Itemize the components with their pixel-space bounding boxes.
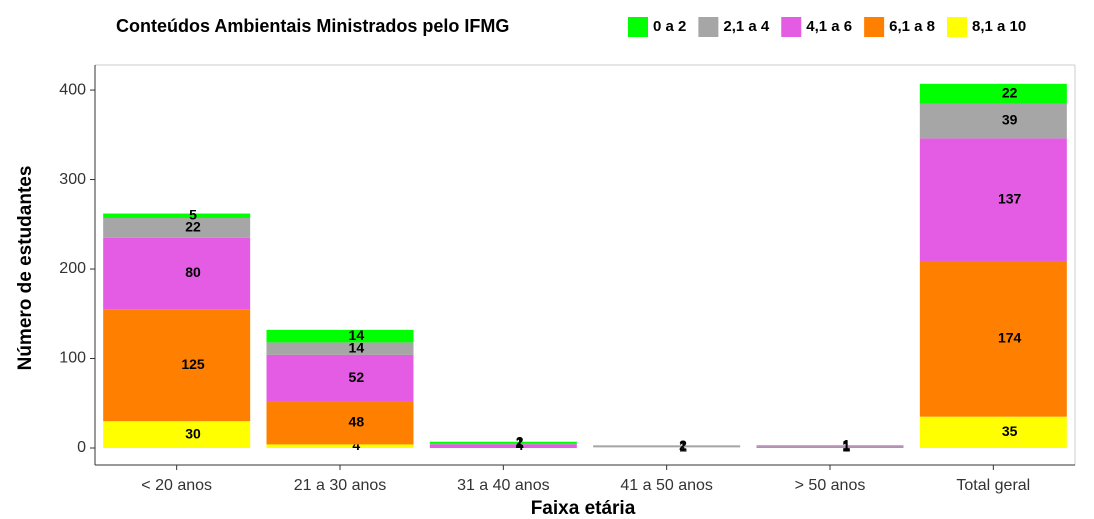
data-label: 1 (842, 436, 850, 452)
data-label: 22 (185, 219, 201, 235)
x-tick-label: 31 a 40 anos (457, 477, 550, 494)
legend-label: 6,1 a 8 (889, 18, 935, 35)
bar-segment (266, 354, 414, 402)
bar-segment (266, 444, 414, 448)
bar-segment (919, 83, 1067, 104)
data-label: 2 (679, 437, 687, 453)
data-label: 137 (998, 190, 1022, 206)
data-label: 125 (181, 356, 205, 372)
x-axis-label: Faixa etária (531, 498, 636, 519)
bar-segment (103, 218, 251, 238)
bar-segment (919, 138, 1067, 261)
x-tick-label: Total geral (956, 477, 1030, 494)
y-tick-label: 100 (59, 350, 86, 367)
bar-segment (593, 445, 741, 448)
legend-swatch (781, 17, 802, 37)
data-label: 14 (349, 327, 365, 343)
legend-swatch (628, 17, 648, 37)
bar-segment (429, 444, 577, 448)
bar-segment (429, 441, 577, 444)
y-axis-label: Número de estudantes (15, 166, 36, 371)
bar-segment (103, 213, 251, 219)
data-label: 35 (1002, 423, 1018, 439)
legend-title: Conteúdos Ambientais Ministrados pelo IF… (116, 16, 509, 36)
legend-label: 0 a 2 (653, 18, 686, 35)
bar-segment (756, 446, 904, 448)
legend-label: 2,1 a 4 (723, 18, 770, 35)
y-tick-label: 200 (59, 260, 86, 277)
bar-segment (919, 416, 1067, 448)
data-label: 30 (185, 425, 201, 441)
x-tick-label: 41 a 50 anos (620, 477, 713, 494)
data-label: 174 (998, 330, 1022, 346)
legend-swatch (698, 17, 719, 37)
bar-segment (103, 309, 251, 422)
data-label: 48 (349, 414, 365, 430)
legend-label: 4,1 a 6 (806, 18, 852, 35)
bar-segment (919, 260, 1067, 417)
legend-swatch (947, 17, 967, 37)
bar-segment (756, 447, 904, 448)
y-tick-label: 300 (59, 171, 86, 188)
data-label: 4 (352, 437, 360, 453)
data-label: 52 (349, 369, 365, 385)
x-tick-label: > 50 anos (795, 477, 866, 494)
data-label: 80 (185, 264, 201, 280)
bar-segment (919, 103, 1067, 139)
data-label: 5 (189, 206, 197, 222)
y-tick-label: 400 (59, 81, 86, 98)
bar-segment (103, 421, 251, 448)
bar-segment (429, 443, 577, 445)
bar-segment (756, 445, 904, 447)
data-label: 14 (349, 339, 365, 355)
data-label: 22 (1002, 84, 1018, 100)
data-label: 4 (516, 437, 524, 453)
x-tick-label: < 20 anos (141, 477, 212, 494)
x-tick-label: 21 a 30 anos (294, 477, 387, 494)
data-label: 2 (516, 433, 524, 449)
y-tick-label: 0 (77, 439, 86, 456)
data-label: 39 (1002, 112, 1018, 128)
legend-swatch (864, 17, 885, 37)
bar-segment (593, 447, 741, 448)
bar-segment (266, 401, 414, 445)
legend-label: 8,1 a 10 (972, 18, 1026, 35)
bar-segment (103, 237, 251, 310)
bar-segment (266, 329, 414, 343)
bar-segment (266, 342, 414, 355)
